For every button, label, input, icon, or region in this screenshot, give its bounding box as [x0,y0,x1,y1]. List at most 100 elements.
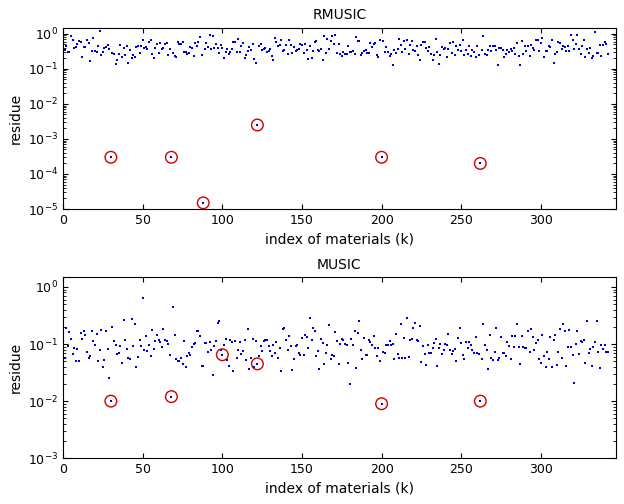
Point [225,336,235,344]
Point [464,42,474,50]
Point [257,46,267,54]
Point [230,337,240,345]
Point [147,50,157,58]
Point [214,49,224,57]
Point [263,342,273,350]
Point [389,45,399,53]
Point [298,49,308,57]
Point [213,320,223,328]
Point [119,44,129,52]
Point [415,56,425,64]
Point [252,360,262,368]
Point [334,40,344,48]
Point [441,340,451,348]
Point [539,352,549,360]
Point [271,38,281,46]
Point [268,341,278,349]
Point [401,45,411,53]
Point [79,327,89,335]
Point [507,47,517,55]
Point [477,355,487,363]
Point [456,46,466,54]
Point [125,46,135,54]
Point [502,339,512,347]
Point [517,37,527,45]
Point [354,317,364,325]
Point [170,52,180,60]
Point [576,337,586,345]
Point [303,55,313,63]
Point [319,31,329,39]
Point [603,348,613,356]
Point [467,46,477,54]
Point [135,49,145,57]
Point [310,327,319,335]
Point [110,341,120,349]
Point [462,344,472,352]
Point [555,325,565,333]
Point [197,51,207,59]
Point [534,355,544,363]
Point [167,153,177,161]
Point [582,318,592,326]
Point [173,38,183,46]
Point [488,356,498,364]
Point [202,339,212,347]
Point [284,36,294,44]
Point [540,47,550,55]
Point [416,41,426,49]
Point [206,45,216,53]
Point [442,341,452,349]
Point [558,42,568,50]
Point [106,153,116,161]
Point [217,351,227,359]
Point [139,346,149,354]
Point [487,47,497,55]
Point [295,40,305,48]
Point [240,54,250,62]
Point [341,50,351,58]
Point [432,48,442,56]
Point [217,351,227,359]
Point [502,46,512,54]
Point [338,47,348,55]
Point [93,41,103,49]
Point [252,121,262,129]
Point [335,50,345,58]
Point [351,364,361,372]
Point [306,54,316,62]
Point [77,335,87,343]
Point [190,39,200,47]
Point [292,341,302,349]
Point [356,51,366,59]
Point [557,45,567,53]
Point [303,344,313,352]
Point [496,334,506,342]
Point [283,346,293,354]
Point [459,51,469,59]
Point [369,40,379,48]
Point [176,40,186,48]
Point [593,49,603,57]
Point [475,159,485,167]
Point [520,344,530,352]
Point [84,39,94,47]
Point [479,320,489,328]
Point [464,338,474,346]
Point [289,43,299,51]
Point [171,355,181,363]
Point [167,153,177,161]
Point [372,352,382,360]
Point [278,325,288,333]
Point [185,43,195,51]
Point [260,44,270,52]
Point [266,52,276,60]
Point [569,45,579,53]
Point [117,359,127,367]
Point [384,337,394,345]
Point [200,339,210,347]
Point [557,354,567,362]
Point [90,47,100,55]
Point [485,331,495,339]
Point [295,351,305,359]
